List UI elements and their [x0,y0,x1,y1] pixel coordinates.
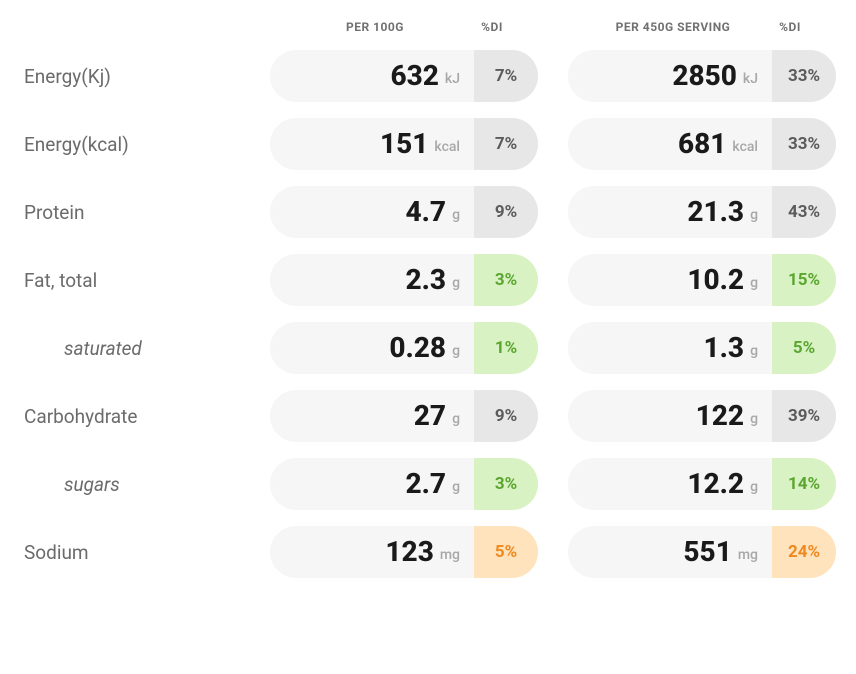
value-pill: 2850 kJ 33% [568,50,836,102]
value-pill: 2.3 g 3% [270,254,538,306]
header-col2: PER 450G SERVING %DI [568,20,836,34]
value-number: 4.7 [405,198,446,226]
value-unit: g [452,343,460,359]
value-number: 151 [380,130,428,158]
value-unit: mg [738,547,758,563]
di-badge: 7% [474,50,538,102]
row-label: sugars [20,473,240,496]
di-badge: 9% [474,186,538,238]
value-number: 2.3 [405,266,446,294]
value-unit: g [750,275,758,291]
value-number: 21.3 [687,198,744,226]
pill-value: 632 kJ [270,62,474,90]
value-pill: 27 g 9% [270,390,538,442]
pill-value: 551 mg [568,538,772,566]
di-badge: 3% [474,458,538,510]
pill-value: 12.2 g [568,470,772,498]
di-badge: 15% [772,254,836,306]
value-unit: g [750,411,758,427]
di-badge: 7% [474,118,538,170]
value-unit: g [452,411,460,427]
row-label: Fat, total [20,269,240,292]
value-unit: kcal [434,139,460,155]
value-number: 122 [696,402,744,430]
di-badge: 3% [474,254,538,306]
header-per450g: PER 450G SERVING [588,20,758,34]
row-label: Carbohydrate [20,405,240,428]
value-pill: 10.2 g 15% [568,254,836,306]
di-badge: 33% [772,118,836,170]
value-unit: g [452,207,460,223]
value-unit: kJ [743,71,758,87]
value-unit: g [452,479,460,495]
value-number: 123 [385,538,433,566]
value-unit: kcal [732,139,758,155]
value-pill: 123 mg 5% [270,526,538,578]
pill-value: 27 g [270,402,474,430]
value-pill: 0.28 g 1% [270,322,538,374]
value-pill: 122 g 39% [568,390,836,442]
pill-value: 10.2 g [568,266,772,294]
header-di-1: %DI [460,20,524,34]
pill-value: 21.3 g [568,198,772,226]
value-pill: 681 kcal 33% [568,118,836,170]
value-number: 1.3 [703,334,744,362]
nutrition-table: PER 100G %DI PER 450G SERVING %DI Energy… [20,20,836,578]
pill-value: 2.3 g [270,266,474,294]
di-badge: 33% [772,50,836,102]
value-unit: mg [440,547,460,563]
header-col1: PER 100G %DI [270,20,538,34]
value-unit: g [750,343,758,359]
di-badge: 43% [772,186,836,238]
value-number: 551 [683,538,731,566]
pill-value: 122 g [568,402,772,430]
value-number: 2.7 [405,470,446,498]
value-number: 681 [678,130,726,158]
di-badge: 14% [772,458,836,510]
value-unit: kJ [445,71,460,87]
value-number: 0.28 [389,334,446,362]
pill-value: 681 kcal [568,130,772,158]
pill-value: 1.3 g [568,334,772,362]
header-di-2: %DI [758,20,822,34]
value-pill: 21.3 g 43% [568,186,836,238]
value-unit: g [750,479,758,495]
value-number: 27 [414,402,446,430]
value-number: 2850 [672,62,737,90]
row-label: Sodium [20,541,240,564]
pill-value: 123 mg [270,538,474,566]
value-pill: 551 mg 24% [568,526,836,578]
row-label: Energy(Kj) [20,65,240,88]
pill-value: 151 kcal [270,130,474,158]
di-badge: 9% [474,390,538,442]
value-pill: 151 kcal 7% [270,118,538,170]
di-badge: 1% [474,322,538,374]
pill-value: 0.28 g [270,334,474,362]
value-pill: 2.7 g 3% [270,458,538,510]
di-badge: 24% [772,526,836,578]
value-pill: 4.7 g 9% [270,186,538,238]
di-badge: 5% [772,322,836,374]
di-badge: 5% [474,526,538,578]
value-pill: 12.2 g 14% [568,458,836,510]
row-label: Energy(kcal) [20,133,240,156]
value-unit: g [750,207,758,223]
pill-value: 2850 kJ [568,62,772,90]
value-number: 12.2 [687,470,744,498]
value-number: 632 [390,62,438,90]
value-unit: g [452,275,460,291]
pill-value: 4.7 g [270,198,474,226]
value-pill: 1.3 g 5% [568,322,836,374]
header-per100g: PER 100G [290,20,460,34]
row-label: saturated [20,337,240,360]
pill-value: 2.7 g [270,470,474,498]
value-pill: 632 kJ 7% [270,50,538,102]
di-badge: 39% [772,390,836,442]
row-label: Protein [20,201,240,224]
value-number: 10.2 [687,266,744,294]
